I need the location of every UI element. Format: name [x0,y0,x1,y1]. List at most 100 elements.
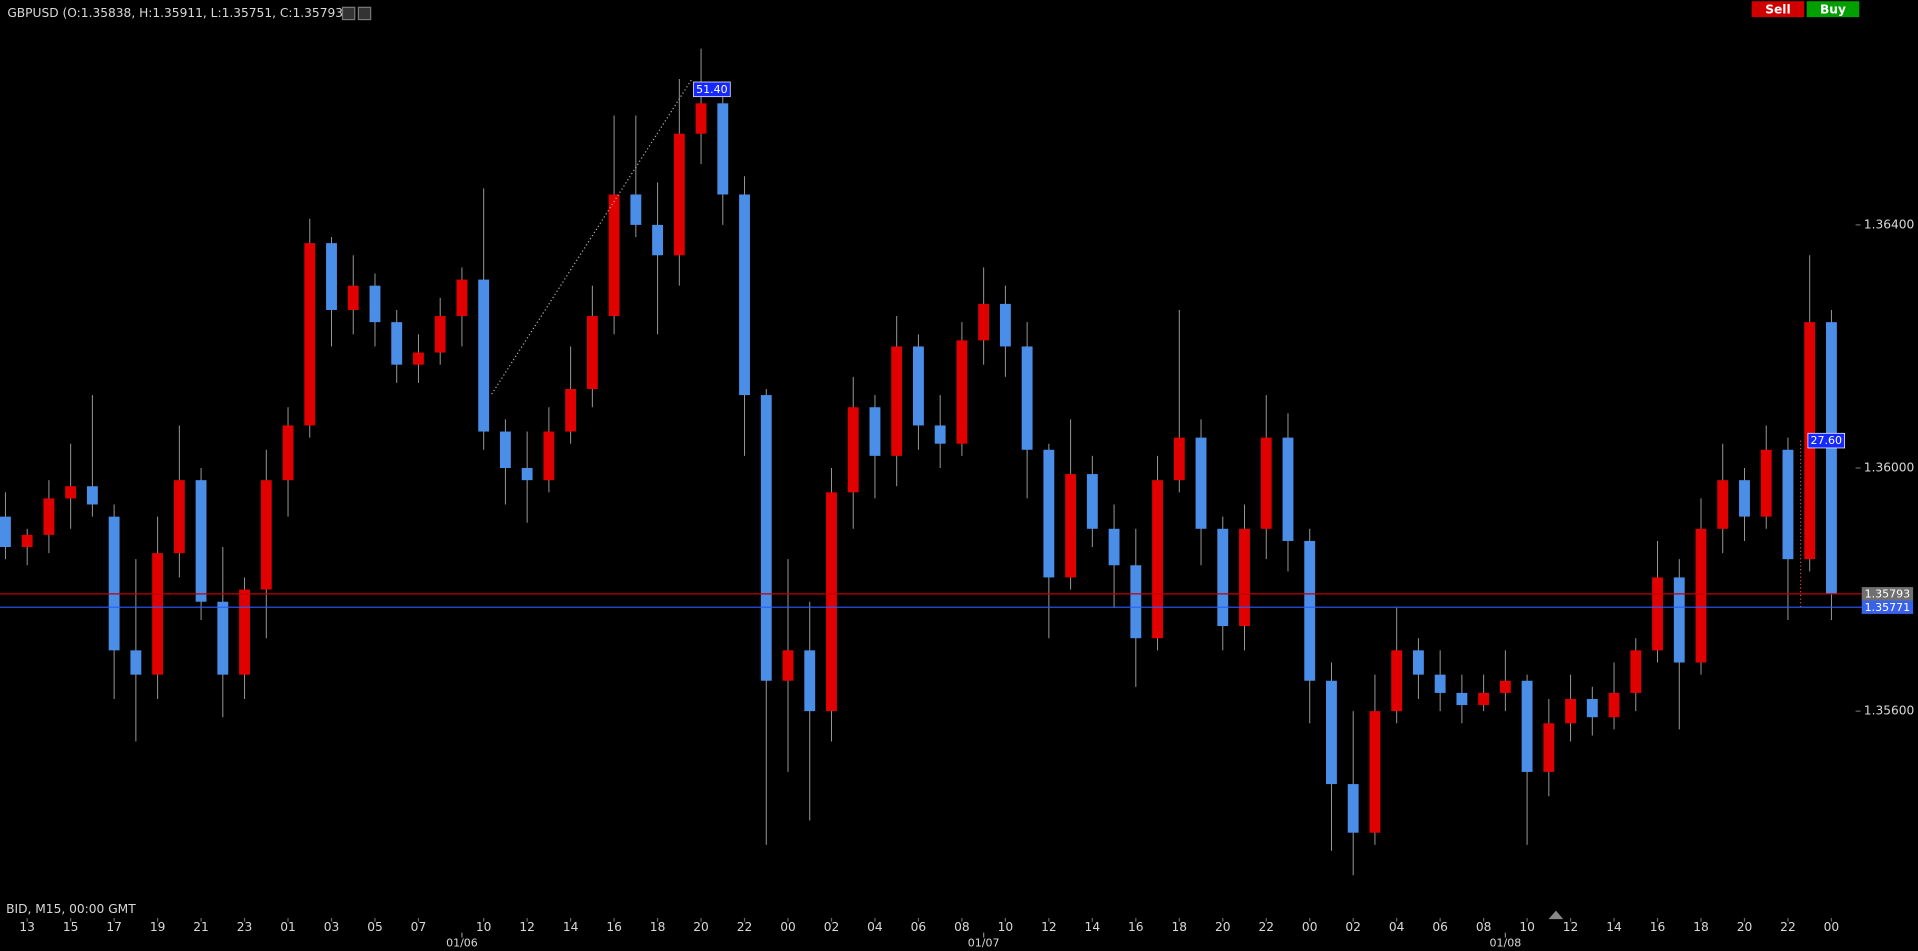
x-tick-label: 22 [737,920,753,934]
annotation-box [1807,432,1845,449]
candle-body [21,534,33,548]
candle-body [1782,449,1794,560]
x-tick-label: 20 [1215,920,1231,934]
candle-body [521,468,533,481]
candle-body [1695,528,1707,663]
candle-body [130,650,142,675]
price-tag [1861,587,1914,601]
candle-body [1260,437,1272,529]
x-tick-label: 14 [1606,920,1622,934]
annotation: 51.40 [696,83,727,96]
candle-body [1021,346,1033,450]
sell-button[interactable] [1751,1,1805,18]
candle-body [999,303,1011,347]
candle-body [847,407,859,493]
icon[interactable] [357,6,372,21]
x-tick-label: 12 [519,920,535,934]
buy-label[interactable]: Buy [1820,2,1846,16]
candle-body [543,431,555,481]
candle-body [282,425,294,481]
plot [0,48,1837,876]
candle-body [1152,480,1163,639]
candle-body [1217,528,1229,627]
candle-body [1565,698,1577,724]
x-tick-label: 08 [954,920,970,934]
x-tick-label: 05 [367,920,383,934]
icon[interactable] [341,6,356,21]
candle-body [673,133,685,256]
candle-body [86,486,98,505]
x-tick-label: 18 [650,920,666,934]
candle-body [326,243,337,310]
x-tick-label: 00 [1824,920,1840,934]
candle-body [630,194,642,225]
candle-body [152,553,164,675]
candle-body [717,103,729,195]
candle-body [1608,692,1620,718]
annotation: 27.60 [1811,434,1842,447]
x-tick-label: 06 [1432,920,1448,934]
candle-body [1739,480,1750,517]
candle-body [260,480,272,590]
candle-body [413,352,424,365]
price-tag [1861,600,1914,614]
date-label: 01/06 [446,937,478,950]
y-tick-label: 1.36000 [1864,461,1915,475]
x-tick-label: 03 [324,920,340,934]
candle-body [652,224,664,256]
candle-body [1521,680,1533,772]
x-tick-label: 22 [1780,920,1796,934]
x-tick-label: 12 [1041,920,1057,934]
x-tick-label: 18 [1693,920,1709,934]
candle-body [43,498,55,535]
scroll-marker [1548,910,1564,920]
x-tick-label: 06 [911,920,927,934]
y-tick-label: 1.36400 [1864,217,1915,231]
x-tick-label: 16 [1650,920,1666,934]
candle-body [1630,650,1642,693]
candle-body [586,316,598,389]
x-tick-label: 08 [1476,920,1492,934]
candle-body [1543,723,1555,772]
candle-body [347,285,359,310]
candle-body [1347,784,1359,833]
candle-body [891,346,903,456]
candle-body [1717,480,1729,529]
candle-body [1391,650,1403,712]
candle-body [1130,565,1142,639]
candle-body [1412,650,1424,675]
price-tag-label: 1.35771 [1865,601,1910,614]
x-tick-label: 01 [280,920,296,934]
candle-body [956,340,968,444]
sell-label[interactable]: Sell [1765,2,1790,16]
annotation-box [693,81,731,98]
candle-body [1652,577,1663,651]
candle-body [1304,540,1316,681]
x-tick-label: 10 [998,920,1014,934]
candle-body [1086,474,1098,529]
buy-button[interactable] [1806,1,1860,18]
candle-body [478,279,490,432]
x-tick-label: 00 [1302,920,1318,934]
x-tick-label: 20 [1737,920,1753,934]
x-tick-label: 04 [1389,920,1405,934]
date-label: 01/08 [1490,937,1522,950]
x-tick-label: 14 [563,920,579,934]
x-tick-label: 10 [476,920,492,934]
candle-body [804,650,816,712]
x-tick-label: 10 [1519,920,1535,934]
candle-body [108,516,120,651]
candle-body [369,285,381,323]
candle-body [456,279,468,317]
candle-body [195,480,207,602]
candle-body [173,480,185,554]
candle-body [912,346,924,426]
candle-body [1195,437,1207,529]
x-tick-label: 13 [19,920,35,934]
x-tick-label: 18 [1172,920,1188,934]
x-tick-label: 15 [63,920,79,934]
candle-body [1043,449,1055,578]
candle-body [826,492,837,712]
